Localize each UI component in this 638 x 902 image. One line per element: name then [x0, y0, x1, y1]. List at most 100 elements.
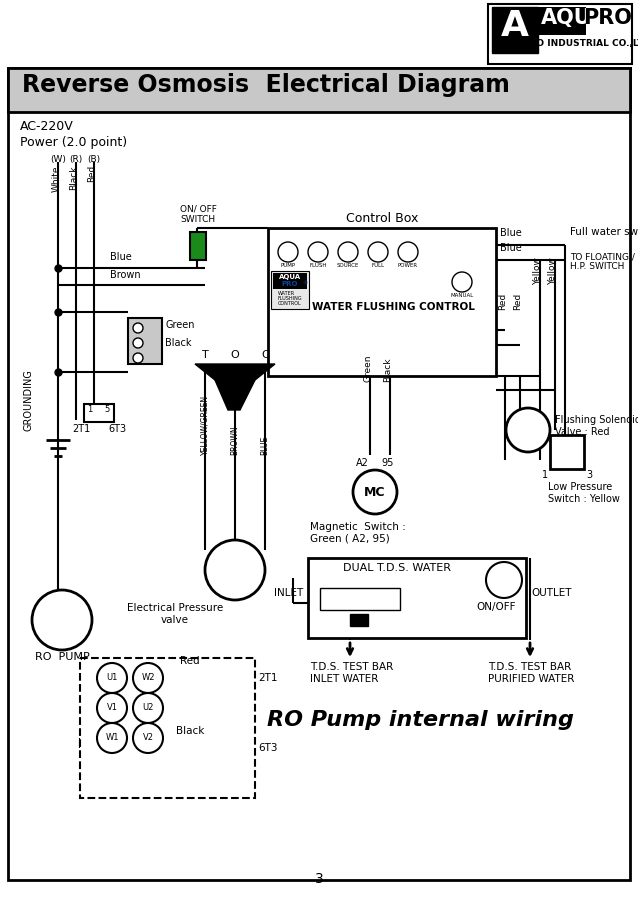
Circle shape [278, 242, 298, 262]
Text: CONTROL: CONTROL [278, 301, 302, 306]
Text: Black: Black [176, 726, 204, 736]
Text: FLUSH: FLUSH [309, 263, 327, 268]
Text: POWER: POWER [398, 263, 418, 268]
Text: 2T1: 2T1 [72, 424, 90, 434]
Text: 1: 1 [542, 470, 548, 480]
Text: 95: 95 [382, 458, 394, 468]
Text: BROWN: BROWN [230, 426, 239, 455]
Text: OUTLET: OUTLET [531, 588, 572, 598]
Text: SOURCE: SOURCE [337, 263, 359, 268]
Text: T: T [202, 350, 209, 360]
Text: RO Pump internal wiring: RO Pump internal wiring [267, 710, 574, 730]
Text: Yellow: Yellow [549, 257, 558, 285]
Text: T.D.S. TEST BAR
PURIFIED WATER: T.D.S. TEST BAR PURIFIED WATER [488, 662, 574, 684]
Text: BLUE: BLUE [260, 436, 269, 455]
Text: Reverse Osmosis  Electrical Diagram: Reverse Osmosis Electrical Diagram [22, 73, 510, 97]
Circle shape [368, 242, 388, 262]
Text: W1: W1 [105, 733, 119, 742]
Text: Red: Red [514, 293, 523, 310]
Text: DUAL T.D.S. WATER: DUAL T.D.S. WATER [343, 563, 451, 573]
Text: PRO: PRO [282, 281, 298, 287]
Text: T.D.S. TEST BAR
INLET WATER: T.D.S. TEST BAR INLET WATER [310, 662, 393, 684]
Polygon shape [215, 380, 255, 410]
Text: GROUNDING: GROUNDING [23, 369, 33, 431]
Text: Low Pressure
Switch : Yellow: Low Pressure Switch : Yellow [548, 482, 620, 503]
Circle shape [205, 540, 265, 600]
Text: W2: W2 [141, 674, 155, 683]
Text: WATER: WATER [278, 291, 295, 296]
Text: Electrical Pressure
valve: Electrical Pressure valve [127, 603, 223, 624]
Text: TO FLOATING /
H.P. SWITCH: TO FLOATING / H.P. SWITCH [570, 252, 635, 272]
Text: Yellow: Yellow [533, 257, 542, 285]
Text: YELLOW/GREEN: YELLOW/GREEN [200, 395, 209, 455]
Text: Magnetic  Switch :
Green ( A2, 95): Magnetic Switch : Green ( A2, 95) [310, 522, 406, 544]
Text: U2: U2 [142, 704, 154, 713]
Circle shape [452, 272, 472, 292]
Bar [350, 614, 368, 626]
Text: ®: ® [302, 281, 308, 286]
Text: V2: V2 [142, 733, 154, 742]
Text: White: White [52, 165, 61, 191]
Text: Blue: Blue [500, 228, 522, 238]
Text: 5: 5 [104, 405, 109, 414]
Text: Full water switch: Full water switch [570, 227, 638, 237]
Text: INLET: INLET [274, 588, 303, 598]
Circle shape [133, 663, 163, 693]
Circle shape [398, 242, 418, 262]
Text: Power (2.0 point): Power (2.0 point) [20, 136, 127, 149]
Text: 1: 1 [87, 405, 93, 414]
Circle shape [97, 663, 127, 693]
Text: WATER FLUSHING CONTROL: WATER FLUSHING CONTROL [312, 302, 475, 312]
Text: Blue: Blue [500, 243, 522, 253]
Text: AC-220V: AC-220V [20, 120, 74, 133]
Text: (B): (B) [87, 155, 101, 164]
Circle shape [97, 723, 127, 753]
Text: Green: Green [364, 354, 373, 382]
Bar [268, 228, 496, 376]
Circle shape [32, 590, 92, 650]
Text: 2T1: 2T1 [258, 673, 278, 683]
Text: 6T3: 6T3 [108, 424, 126, 434]
Text: 3: 3 [315, 872, 323, 886]
Circle shape [486, 562, 522, 598]
Text: 6T3: 6T3 [258, 743, 278, 753]
Bar [128, 318, 162, 364]
Circle shape [308, 242, 328, 262]
Polygon shape [195, 364, 275, 380]
Text: Black: Black [383, 357, 392, 382]
Bar [308, 558, 526, 638]
Text: O: O [230, 350, 239, 360]
Bar [586, 7, 630, 35]
Text: (W): (W) [50, 155, 66, 164]
Bar [320, 588, 400, 610]
Text: MC: MC [364, 485, 386, 499]
Text: Control Box: Control Box [346, 212, 418, 225]
Bar [84, 404, 114, 422]
Text: Flushing Solenoid
Valve : Red: Flushing Solenoid Valve : Red [555, 415, 638, 437]
Text: PUMP: PUMP [281, 263, 295, 268]
Circle shape [353, 470, 397, 514]
Text: Black: Black [165, 338, 191, 348]
Text: U1: U1 [107, 674, 117, 683]
Bar [271, 271, 309, 309]
Bar [538, 7, 630, 35]
Text: 3: 3 [586, 470, 592, 480]
Circle shape [506, 408, 550, 452]
Bar [550, 435, 584, 469]
Text: AQUAPRO INDUSTRIAL CO.,LTD: AQUAPRO INDUSTRIAL CO.,LTD [494, 39, 638, 48]
Bar [488, 4, 632, 64]
Bar [273, 273, 307, 289]
Text: PRO: PRO [583, 8, 632, 28]
Text: V1: V1 [107, 704, 117, 713]
Bar [492, 7, 538, 53]
Text: Green: Green [165, 320, 195, 330]
Text: Red: Red [180, 656, 200, 666]
Bar [80, 658, 255, 798]
Text: Black: Black [70, 165, 78, 189]
Text: Brown: Brown [110, 270, 140, 280]
Text: A2: A2 [355, 458, 368, 468]
Circle shape [133, 693, 163, 723]
Text: FLUSHING: FLUSHING [278, 296, 302, 301]
Text: Red: Red [498, 293, 507, 310]
Text: Red: Red [87, 165, 96, 182]
